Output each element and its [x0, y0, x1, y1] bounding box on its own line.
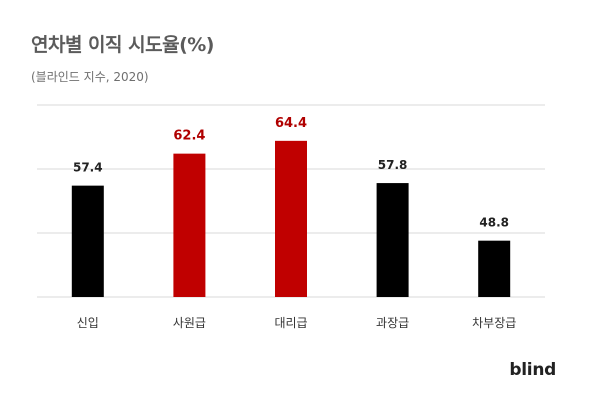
bar [376, 183, 409, 297]
bar [173, 153, 206, 297]
x-tick-label: 차부장급 [472, 316, 516, 330]
data-label: 57.4 [73, 161, 103, 175]
data-label: 57.8 [378, 158, 408, 172]
blind-logo: blind [509, 360, 556, 380]
x-tick-label: 사원급 [173, 316, 206, 330]
x-tick-label: 과장급 [376, 316, 409, 330]
data-label: 48.8 [479, 216, 509, 230]
data-label: 64.4 [275, 116, 307, 131]
x-tick-label: 신입 [77, 316, 99, 330]
chart-subtitle: (블라인드 지수, 2020) [31, 70, 149, 84]
chart-title: 연차별 이직 시도율(%) [31, 34, 214, 56]
bar [71, 185, 104, 297]
bar [478, 240, 511, 297]
x-tick-label: 대리급 [274, 316, 307, 330]
bar [275, 140, 307, 297]
data-label: 62.4 [173, 129, 205, 144]
